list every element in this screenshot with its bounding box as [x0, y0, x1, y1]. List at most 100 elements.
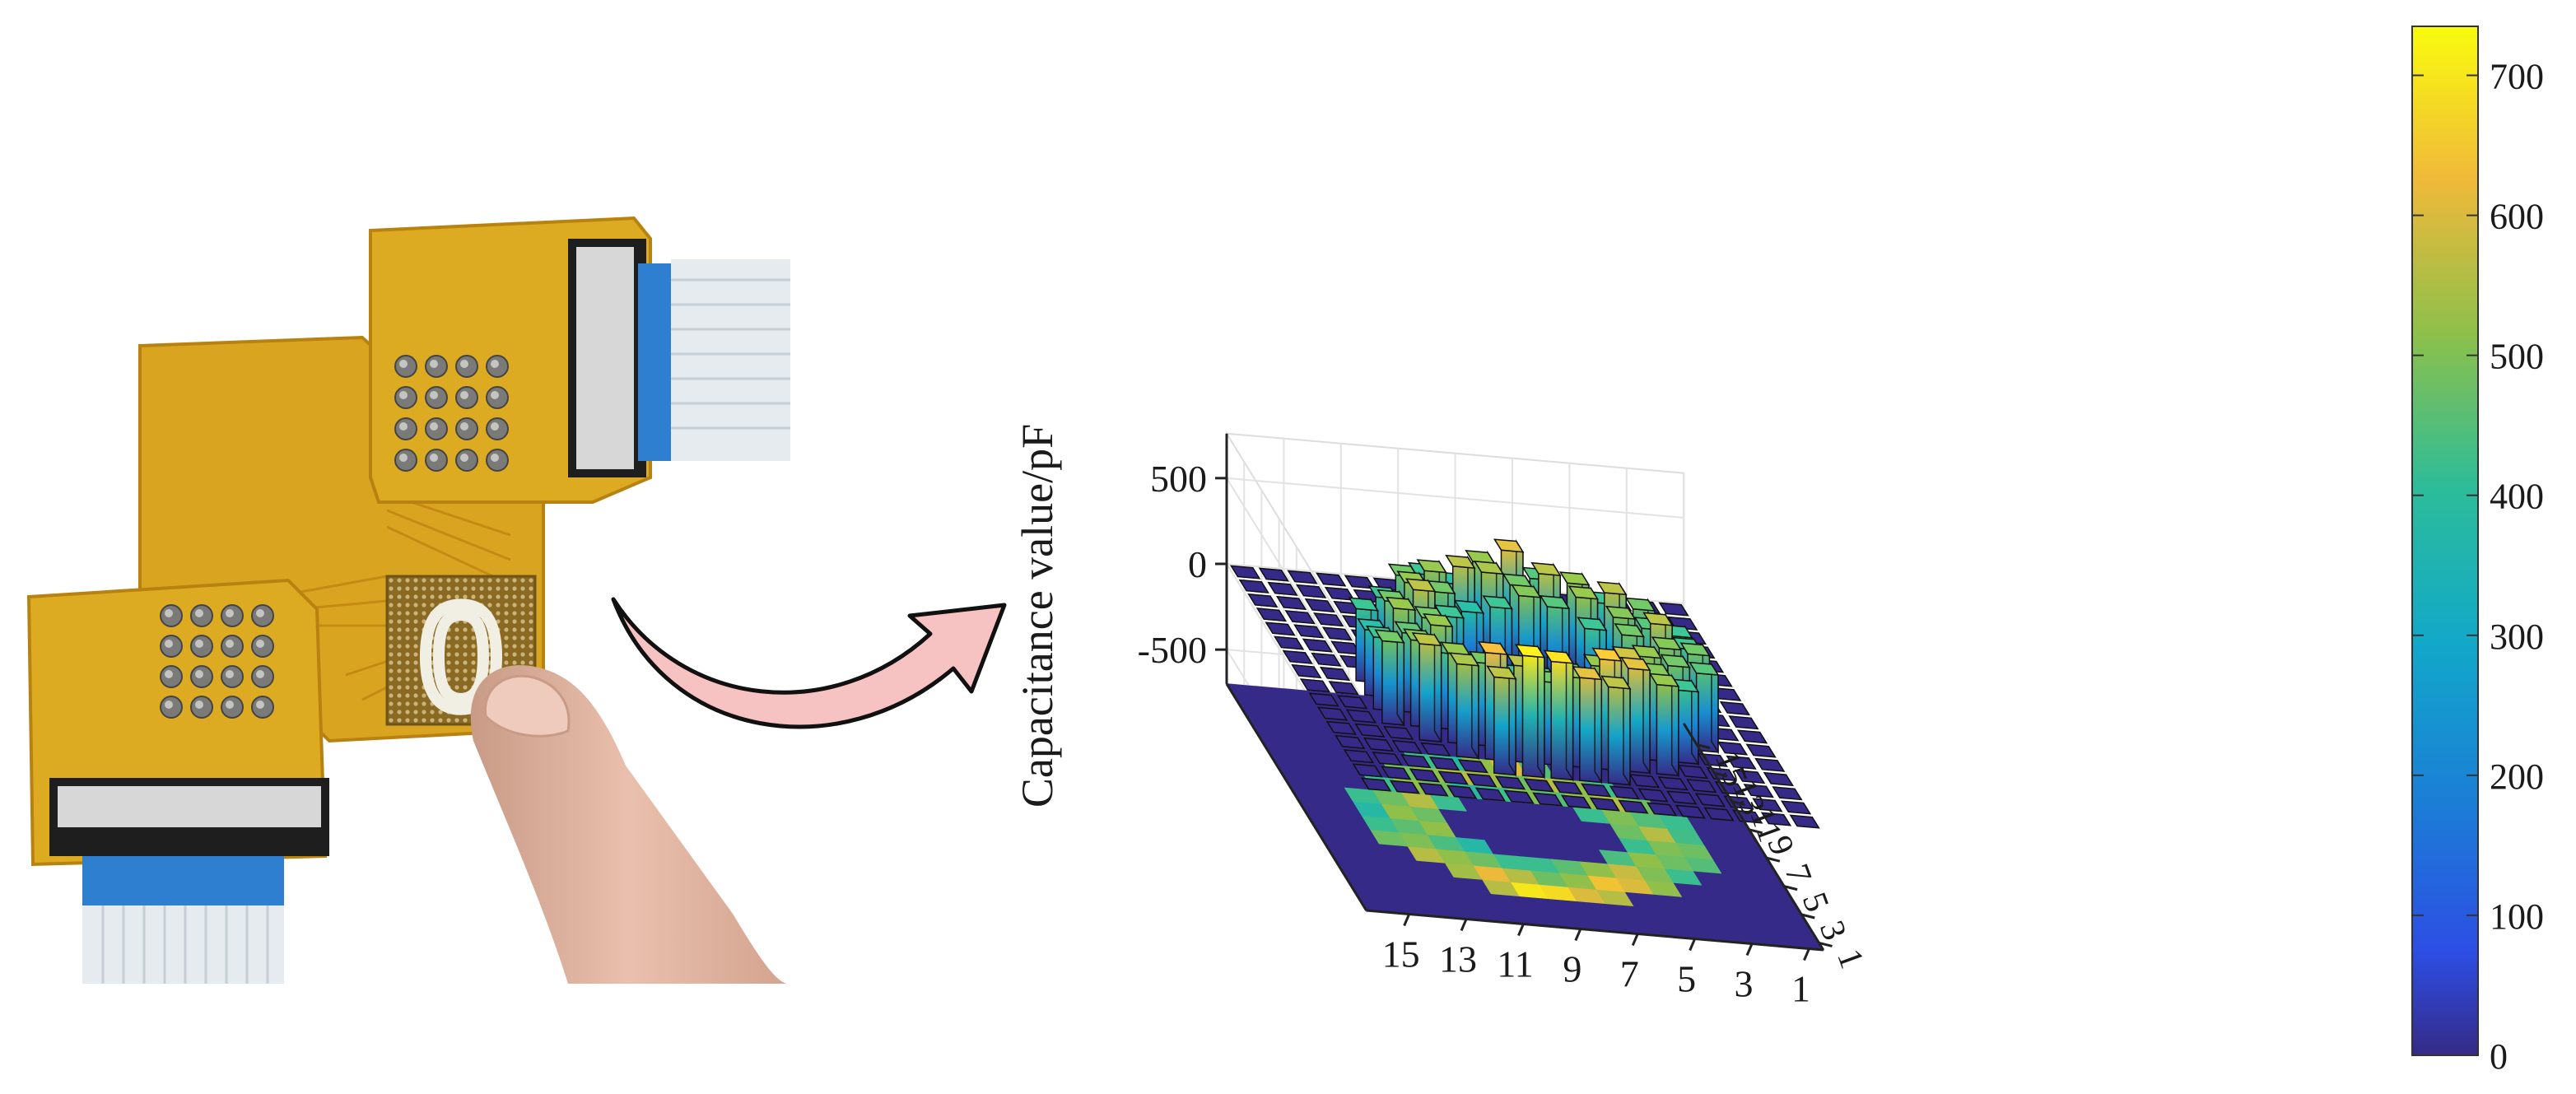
bar — [1589, 797, 1620, 812]
z-tick-label: -500 — [1138, 629, 1207, 671]
pin — [425, 449, 448, 472]
bar — [1657, 776, 1689, 791]
bar — [1420, 742, 1451, 757]
pin — [455, 417, 478, 440]
bar — [1418, 782, 1449, 797]
bar — [1316, 706, 1349, 721]
pin — [394, 449, 417, 472]
bar — [1273, 635, 1305, 650]
bar — [1328, 681, 1359, 696]
bar — [1677, 764, 1708, 780]
pin — [221, 696, 244, 719]
bar — [1313, 612, 1344, 627]
y-axis — [1366, 909, 1824, 952]
bar — [1284, 610, 1316, 625]
top-connector-body — [576, 247, 634, 469]
y-tick — [1783, 885, 1798, 891]
finger — [470, 665, 786, 984]
x-tick-label: 1 — [1791, 968, 1810, 1010]
x-tick — [1574, 928, 1582, 942]
bar — [1335, 734, 1366, 750]
pin — [486, 355, 509, 378]
pin — [394, 355, 417, 378]
fingernail — [483, 674, 571, 738]
bar — [1437, 770, 1469, 785]
colorbar-tick-label: 100 — [2490, 896, 2544, 937]
y-tick — [1696, 743, 1711, 750]
bar — [1295, 584, 1327, 598]
bar — [1258, 567, 1290, 582]
bar — [1666, 790, 1698, 805]
pin — [486, 417, 509, 440]
bar — [1494, 775, 1526, 790]
colorbar-tick-label: 400 — [2490, 477, 2544, 517]
bottom-cable-silver — [82, 905, 284, 984]
bar — [1474, 787, 1507, 802]
y-tick-label: 5 — [1795, 887, 1836, 916]
bar — [1238, 579, 1269, 594]
x-tick — [1403, 913, 1411, 927]
bar — [1389, 780, 1421, 794]
pin — [455, 355, 478, 378]
colorbar-tick-label: 300 — [2490, 617, 2544, 657]
colorbar-tick-label: 600 — [2490, 197, 2544, 237]
bar — [1703, 807, 1735, 822]
bar — [1572, 666, 1603, 785]
bar — [1374, 629, 1405, 728]
pin — [486, 386, 509, 409]
bar — [1363, 737, 1395, 752]
bar — [1325, 720, 1357, 735]
bar — [1717, 741, 1749, 756]
top-cable-silver — [671, 259, 790, 461]
pin — [160, 635, 183, 658]
pin — [190, 696, 213, 719]
x-tick — [1517, 923, 1525, 937]
bar — [1428, 756, 1460, 771]
bar — [1302, 638, 1334, 653]
bar — [1448, 652, 1480, 761]
bar — [1304, 598, 1335, 613]
bar-group — [1229, 538, 1820, 829]
bar — [1789, 814, 1820, 829]
bar — [1745, 743, 1777, 758]
bar — [1352, 763, 1383, 778]
bar — [1734, 769, 1766, 784]
bar — [1229, 565, 1261, 580]
bar — [1337, 695, 1368, 710]
curved-arrow — [611, 597, 1007, 729]
bar — [1503, 789, 1535, 804]
bar — [1255, 608, 1288, 622]
bar — [1400, 754, 1432, 769]
bar — [1457, 759, 1488, 774]
colorbar-tick-label: 200 — [2490, 756, 2544, 797]
pin — [160, 696, 183, 719]
x-tick-label: 11 — [1497, 943, 1533, 985]
bar — [1600, 675, 1632, 788]
x-tick — [1689, 938, 1697, 952]
bar — [1282, 649, 1313, 664]
pin — [190, 604, 213, 627]
x-tick-label: 9 — [1563, 948, 1581, 990]
pin — [221, 604, 244, 627]
x-axis — [1225, 683, 1367, 911]
bar — [1409, 768, 1441, 783]
bar — [1719, 701, 1751, 716]
bar — [1291, 663, 1322, 679]
z-axis-label: Capacitance value/pF — [1013, 424, 1062, 808]
bar — [1628, 774, 1661, 789]
bar — [1382, 725, 1414, 740]
x-tick-label: 15 — [1382, 933, 1420, 975]
y-tick — [1766, 856, 1781, 863]
pin — [251, 635, 274, 658]
z-tick-label: 0 — [1188, 543, 1207, 585]
bar — [1275, 595, 1307, 611]
bar — [1675, 804, 1707, 819]
colorbar-tick-label: 500 — [2490, 337, 2544, 377]
bar — [1726, 755, 1757, 770]
bar — [1372, 752, 1403, 766]
bar — [1560, 794, 1592, 809]
bar — [1514, 644, 1546, 780]
